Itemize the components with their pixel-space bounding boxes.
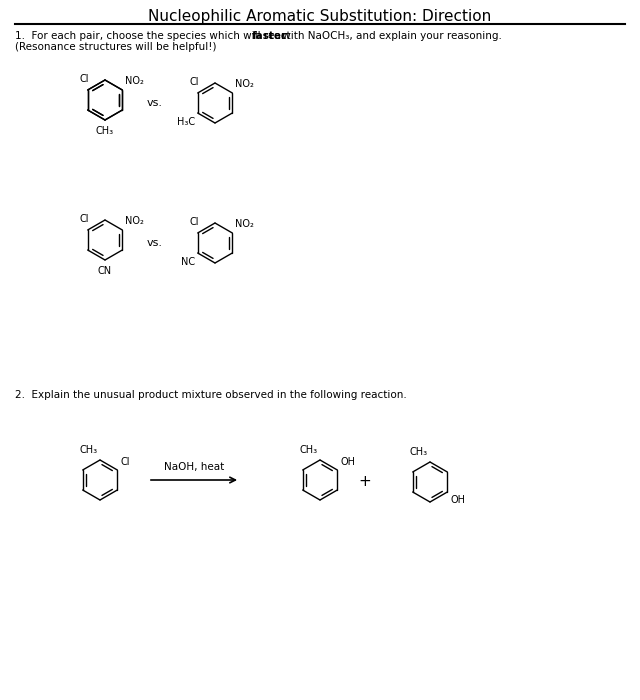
Text: with NaOCH₃, and explain your reasoning.: with NaOCH₃, and explain your reasoning.	[279, 31, 502, 41]
Text: NaOH, heat: NaOH, heat	[164, 462, 224, 472]
Text: H₃C: H₃C	[177, 117, 195, 127]
Text: 2.  Explain the unusual product mixture observed in the following reaction.: 2. Explain the unusual product mixture o…	[15, 390, 407, 400]
Text: NO₂: NO₂	[125, 76, 144, 86]
Text: Cl: Cl	[120, 457, 130, 467]
Text: OH: OH	[451, 495, 465, 505]
Text: CH₃: CH₃	[96, 126, 114, 136]
Text: NO₂: NO₂	[236, 219, 254, 229]
Text: Cl: Cl	[190, 217, 200, 227]
Text: CH₃: CH₃	[300, 445, 318, 455]
Text: NO₂: NO₂	[125, 216, 144, 226]
Text: CN: CN	[98, 266, 112, 276]
Text: Nucleophilic Aromatic Substitution: Direction: Nucleophilic Aromatic Substitution: Dire…	[148, 9, 492, 24]
Text: CH₃: CH₃	[80, 445, 98, 455]
Text: Cl: Cl	[190, 77, 200, 87]
Text: vs.: vs.	[147, 238, 163, 248]
Text: NO₂: NO₂	[236, 79, 254, 89]
Text: faster: faster	[252, 31, 287, 41]
Text: +: +	[358, 475, 371, 489]
Text: 1.  For each pair, choose the species which will react: 1. For each pair, choose the species whi…	[15, 31, 294, 41]
Text: (Resonance structures will be helpful!): (Resonance structures will be helpful!)	[15, 42, 216, 52]
Text: Cl: Cl	[80, 74, 90, 84]
Text: CH₃: CH₃	[410, 447, 428, 457]
Text: OH: OH	[340, 457, 355, 467]
Text: vs.: vs.	[147, 98, 163, 108]
Text: NC: NC	[180, 257, 195, 267]
Text: Cl: Cl	[80, 214, 90, 224]
